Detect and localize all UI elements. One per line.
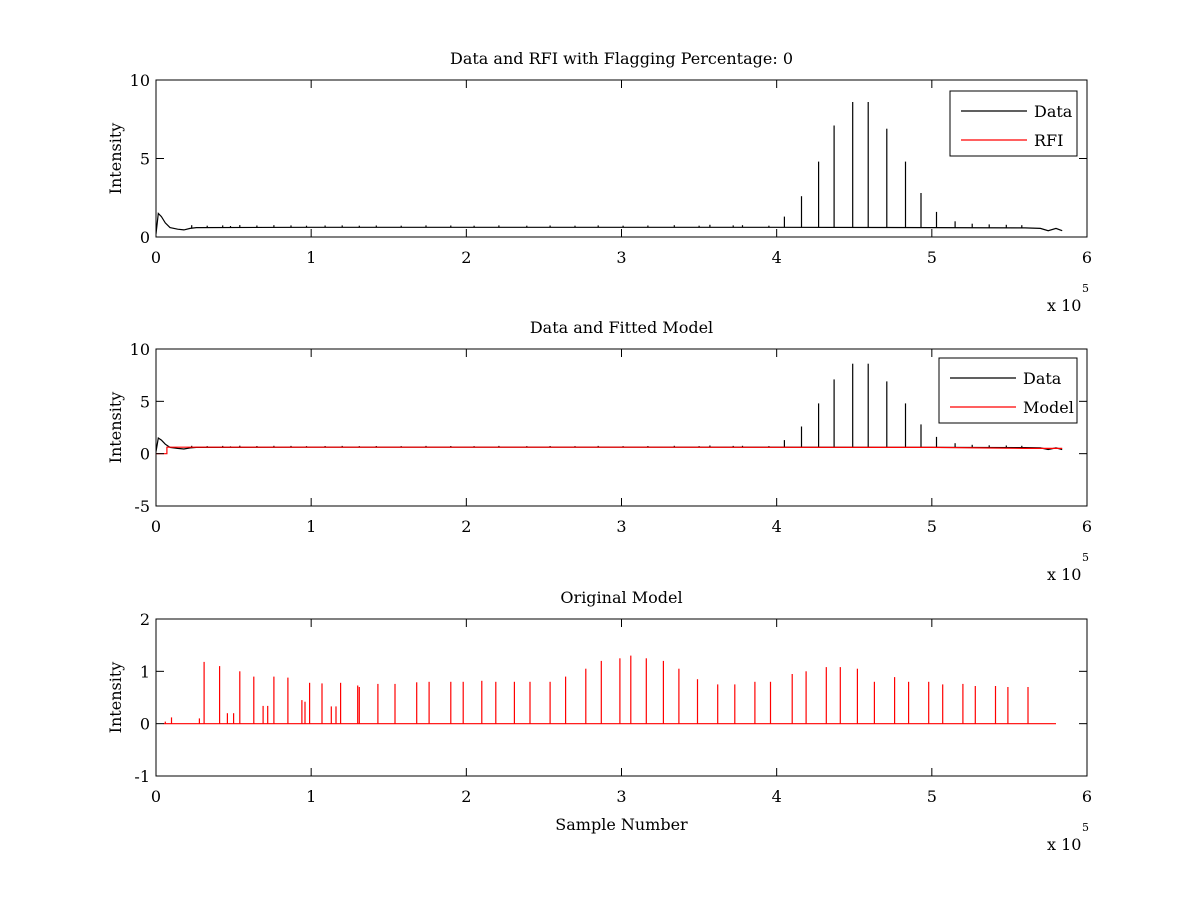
x-tick-label: 4 [772, 517, 782, 536]
x-exponent-base: x 10 [1047, 296, 1081, 315]
x-tick-label: 0 [151, 248, 161, 267]
legend: Data RFI [949, 90, 1078, 157]
x-tick-label: 3 [616, 787, 626, 806]
x-tick-label: 2 [461, 517, 471, 536]
series-model [156, 446, 1063, 455]
x-tick-label: 1 [306, 248, 316, 267]
y-tick-label: 0 [140, 715, 150, 734]
legend-label: Data [1034, 102, 1073, 121]
x-tick-label: 2 [461, 787, 471, 806]
y-tick-label: 10 [130, 71, 150, 90]
x-tick-label: 2 [461, 248, 471, 267]
x-exponent-power: 5 [1082, 551, 1089, 564]
x-exponent-base: x 10 [1047, 835, 1081, 854]
x-tick-label: 6 [1082, 517, 1092, 536]
series-data [156, 102, 1063, 234]
data-layer [156, 102, 1063, 234]
x-axis-label: Sample Number [555, 815, 688, 834]
x-tick-label: 0 [151, 517, 161, 536]
y-tick-label: 10 [130, 340, 150, 359]
x-tick-label: 3 [616, 517, 626, 536]
chart-title: Data and RFI with Flagging Percentage: 0 [450, 49, 793, 68]
x-tick-label: 3 [616, 248, 626, 267]
x-exponent-label: x 105 [1047, 821, 1089, 854]
plot-area [155, 618, 1088, 777]
legend-label: RFI [1034, 131, 1063, 150]
legend: Data Model [938, 357, 1078, 424]
x-tick-label: 6 [1082, 248, 1092, 267]
legend-label: Data [1023, 369, 1062, 388]
x-exponent-label: x 105 [1047, 282, 1089, 315]
y-axis-label: Intensity [106, 662, 125, 734]
legend-box [938, 357, 1078, 424]
series-baseline [156, 212, 1063, 234]
x-tick-label: 6 [1082, 787, 1092, 806]
y-tick-label: 2 [140, 610, 150, 629]
y-axis-label: Intensity [106, 392, 125, 464]
series-line [156, 446, 1063, 455]
y-axis-label: Intensity [106, 123, 125, 195]
chart-title: Data and Fitted Model [530, 318, 713, 337]
x-tick-label: 5 [927, 248, 937, 267]
x-tick-label: 1 [306, 517, 316, 536]
y-tick-label: 5 [140, 392, 150, 411]
plot-area [155, 348, 1088, 507]
chart-title: Original Model [560, 588, 682, 607]
x-tick-label: 5 [927, 787, 937, 806]
y-tick-label: -1 [134, 767, 150, 786]
y-tick-label: -5 [134, 497, 150, 516]
series-model [163, 655, 1056, 725]
x-tick-label: 0 [151, 787, 161, 806]
legend-box [949, 90, 1078, 157]
x-exponent-power: 5 [1082, 821, 1089, 834]
x-exponent-power: 5 [1082, 282, 1089, 295]
x-exponent-base: x 10 [1047, 565, 1081, 584]
y-tick-label: 0 [140, 228, 150, 247]
x-tick-label: 4 [772, 787, 782, 806]
plot-area [155, 79, 1088, 238]
y-tick-label: 1 [140, 662, 150, 681]
data-layer [163, 655, 1056, 725]
y-tick-label: 0 [140, 445, 150, 464]
x-tick-label: 5 [927, 517, 937, 536]
y-tick-label: 5 [140, 150, 150, 169]
legend-label: Model [1023, 398, 1074, 417]
x-tick-label: 4 [772, 248, 782, 267]
data-layer [156, 363, 1063, 455]
x-exponent-label: x 105 [1047, 551, 1089, 584]
x-tick-label: 1 [306, 787, 316, 806]
